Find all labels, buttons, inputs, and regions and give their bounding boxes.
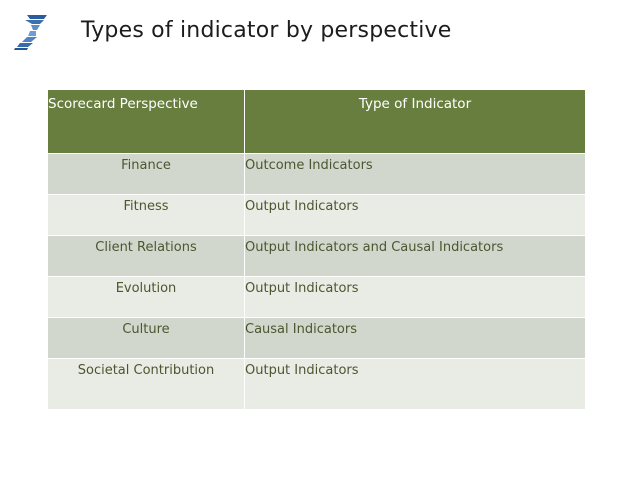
indicator-cell: Output Indicators and Causal Indicators	[244, 235, 586, 277]
indicator-cell: Outcome Indicators	[244, 153, 586, 195]
table-row: Fitness Output Indicators	[47, 194, 586, 236]
spiral-logo-icon	[14, 15, 47, 50]
indicator-cell: Causal Indicators	[244, 317, 586, 359]
column-header-perspective: Scorecard Perspective	[47, 89, 245, 154]
perspective-cell: Client Relations	[47, 235, 245, 277]
indicator-table: Scorecard Perspective Type of Indicator …	[47, 89, 586, 410]
perspective-cell: Culture	[47, 317, 245, 359]
indicator-cell: Output Indicators	[244, 358, 586, 410]
table-row: Evolution Output Indicators	[47, 276, 586, 318]
indicator-cell: Output Indicators	[244, 194, 586, 236]
perspective-cell: Finance	[47, 153, 245, 195]
perspective-cell: Societal Contribution	[47, 358, 245, 410]
perspective-cell: Fitness	[47, 194, 245, 236]
table-row: Culture Causal Indicators	[47, 317, 586, 359]
table-row: Societal Contribution Output Indicators	[47, 358, 586, 410]
perspective-cell: Evolution	[47, 276, 245, 318]
column-header-indicator: Type of Indicator	[244, 89, 586, 154]
table-header-row: Scorecard Perspective Type of Indicator	[47, 89, 586, 154]
page-title: Types of indicator by perspective	[81, 18, 452, 43]
table-row: Finance Outcome Indicators	[47, 153, 586, 195]
table-row: Client Relations Output Indicators and C…	[47, 235, 586, 277]
indicator-cell: Output Indicators	[244, 276, 586, 318]
